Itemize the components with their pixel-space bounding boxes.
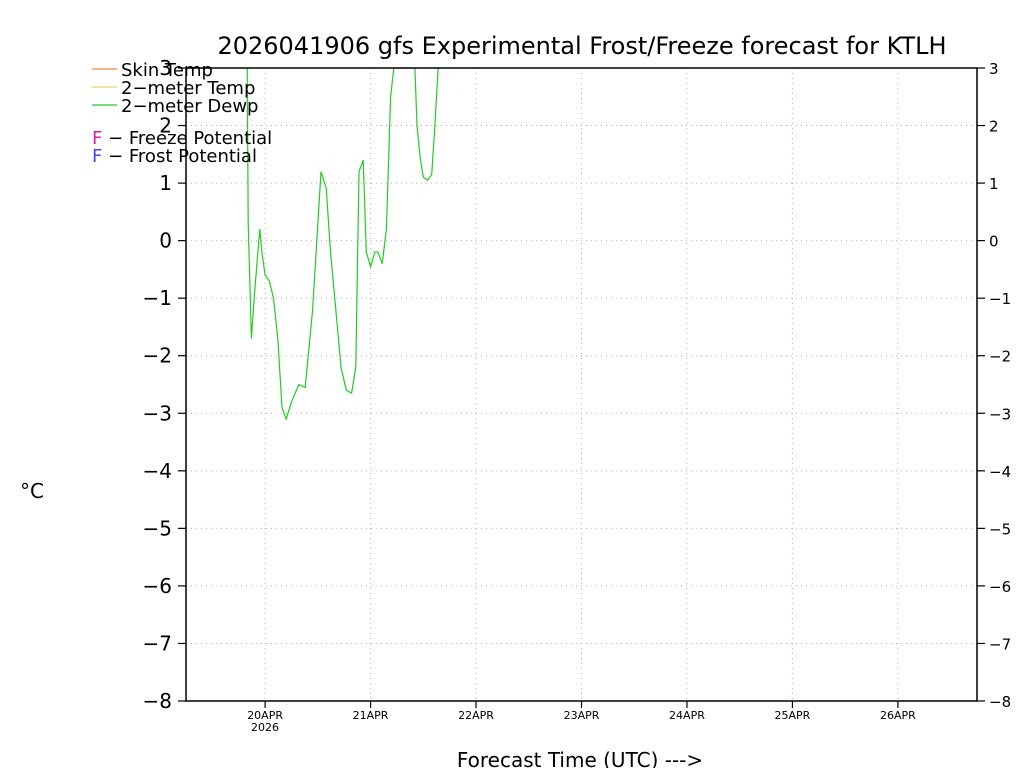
y-tick-label-right: −4 <box>989 463 1011 481</box>
x-tick-label: 25APR <box>775 709 811 722</box>
potential-text: − Frost Potential <box>102 146 257 167</box>
x-tick-label: 21APR <box>353 709 389 722</box>
y-tick-label-right: 3 <box>989 60 999 78</box>
y-tick-label-right: 1 <box>989 175 999 193</box>
y-tick-label-left: −3 <box>143 401 172 425</box>
tick-labels: −8 −8 −7 −7 −6 −6 −5 −5 −4 −4 −3 −3 −2 −2 −1 −1 0 0 1 1 2 2 3 3… <box>143 56 1012 722</box>
y-tick-label-right: −1 <box>989 290 1011 308</box>
series-layer <box>246 68 442 421</box>
plot-frame <box>185 67 978 702</box>
potential-letter: F <box>92 146 102 167</box>
y-tick-label-left: 0 <box>159 229 172 253</box>
legend-label: Skin Temp <box>121 60 213 81</box>
x-year-label: 2026 <box>251 721 279 734</box>
potential-letter: F <box>92 128 102 149</box>
y-tick-label-left: 2 <box>159 114 172 138</box>
y-tick-label-left: 3 <box>159 56 172 80</box>
y-tick-label-left: −5 <box>143 516 172 540</box>
potential-legend-label: F − Freeze Potential <box>92 128 272 149</box>
y-tick-label-left: −6 <box>143 574 172 598</box>
potential-legend-label: F − Frost Potential <box>92 146 257 167</box>
y-tick-label-left: −1 <box>143 286 172 310</box>
x-axis-label: Forecast Time (UTC) ---> <box>457 748 703 768</box>
legend-label: 2−meter Dewp <box>121 96 258 117</box>
x-tick-label: 22APR <box>458 709 494 722</box>
x-tick-label: 26APR <box>880 709 916 722</box>
y-tick-label-right: −6 <box>989 578 1011 596</box>
y-axis-label: °C <box>20 479 44 503</box>
y-tick-label-right: −8 <box>989 693 1011 711</box>
y-tick-label-right: 2 <box>989 118 999 136</box>
series-line-dewpoint <box>246 68 442 421</box>
tick-marks <box>178 67 985 708</box>
legend-label: 2−meter Temp <box>121 78 255 99</box>
potential-text: − Freeze Potential <box>102 128 272 149</box>
y-tick-label-left: 1 <box>159 171 172 195</box>
chart-title: 2026041906 gfs Experimental Frost/Freeze… <box>217 32 946 60</box>
y-tick-label-right: −7 <box>989 635 1011 653</box>
x-tick-label: 23APR <box>564 709 600 722</box>
x-tick-label: 20APR <box>247 709 283 722</box>
y-tick-label-right: −2 <box>989 348 1011 366</box>
grid-lines <box>186 68 977 701</box>
y-tick-label-left: −2 <box>143 344 172 368</box>
y-tick-label-left: −4 <box>143 459 172 483</box>
y-tick-label-right: 0 <box>989 233 999 251</box>
x-tick-label: 24APR <box>669 709 705 722</box>
y-tick-label-right: −5 <box>989 520 1011 538</box>
y-tick-label-right: −3 <box>989 405 1011 423</box>
y-tick-label-left: −7 <box>143 631 172 655</box>
y-tick-label-left: −8 <box>143 689 172 713</box>
